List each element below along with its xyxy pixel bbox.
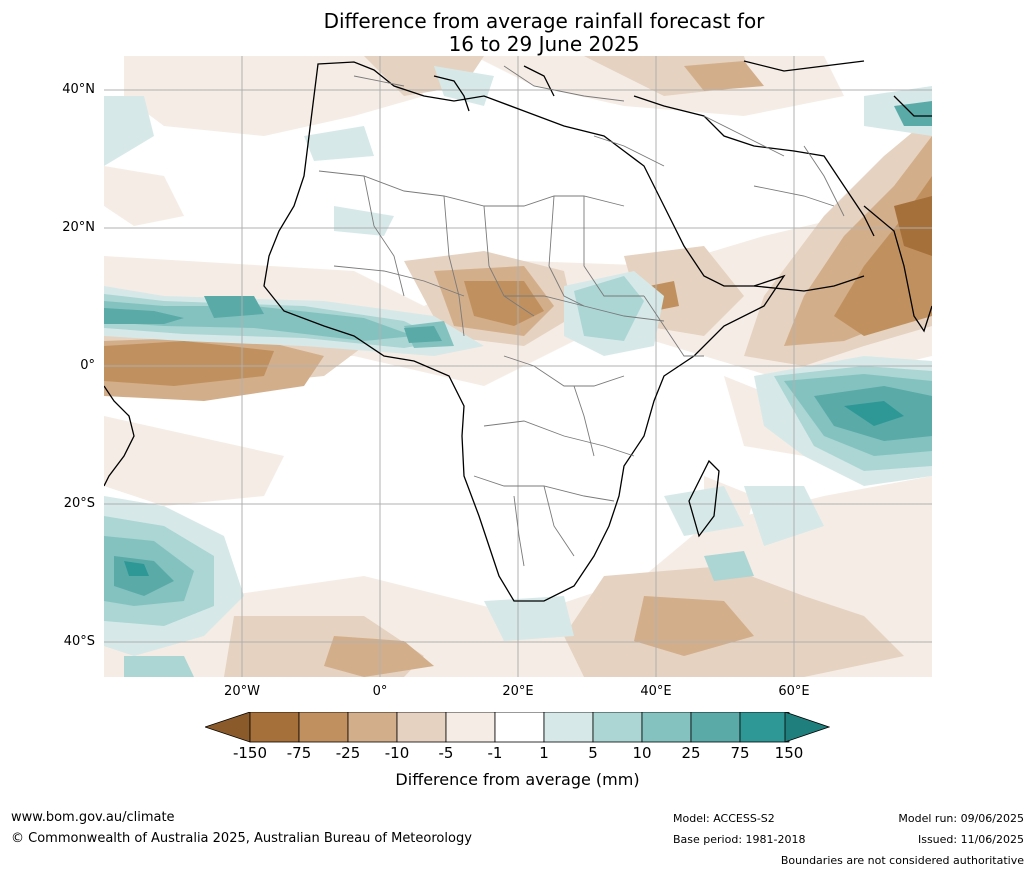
colorbar-tick-label: -25 — [335, 744, 361, 762]
lat-label-40n: 40°N — [62, 82, 95, 97]
chart-title-line1: Difference from average rainfall forecas… — [323, 9, 765, 33]
dry-anomaly-extreme — [894, 196, 932, 256]
lon-label-40e: 40°E — [640, 684, 672, 699]
lon-label-20w: 20°W — [224, 684, 260, 699]
colorbar-cell — [347, 712, 398, 743]
colorbar-under-arrow — [205, 712, 251, 743]
colorbar-tick-label: -5 — [438, 744, 454, 762]
lat-label-0: 0° — [80, 358, 95, 373]
colorbar-cell — [445, 712, 496, 743]
footer-model: Model: ACCESS-S2 — [673, 812, 775, 825]
colorbar-tick-label: -1 — [487, 744, 503, 762]
colorbar-cell — [249, 712, 300, 743]
colorbar-tick-label: -75 — [286, 744, 312, 762]
colorbar-tick-label: 75 — [730, 744, 750, 762]
rainfall-anomaly-map — [104, 56, 932, 677]
lon-label-0: 0° — [372, 684, 388, 699]
colorbar-cell — [396, 712, 447, 743]
colorbar-cell — [592, 712, 643, 743]
colorbar — [205, 712, 830, 743]
colorbar-tick-label: -10 — [384, 744, 410, 762]
colorbar-cell — [739, 712, 790, 743]
colorbar-cell — [494, 712, 545, 743]
colorbar-title: Difference from average (mm) — [395, 770, 640, 789]
footer-copyright: © Commonwealth of Australia 2025, Austra… — [11, 831, 472, 846]
country-borders — [318, 65, 845, 567]
wet-anomaly-extreme — [124, 401, 904, 576]
lon-label-60e: 60°E — [778, 684, 810, 699]
colorbar-tick-label: 150 — [774, 744, 804, 762]
colorbar-over-arrow — [784, 712, 830, 743]
colorbar-cell — [690, 712, 741, 743]
colorbar-tick-label: 1 — [539, 744, 549, 762]
footer-model-run: Model run: 09/06/2025 — [898, 812, 1024, 825]
lat-label-20s: 20°S — [63, 496, 95, 511]
colorbar-cell — [543, 712, 594, 743]
colorbar-tick-label: 10 — [632, 744, 652, 762]
coastline — [104, 60, 932, 602]
lon-label-20e: 20°E — [502, 684, 534, 699]
graticule — [104, 56, 932, 677]
lat-label-40s: 40°S — [63, 634, 95, 649]
footer-disclaimer: Boundaries are not considered authoritat… — [780, 854, 1024, 867]
colorbar-cell — [298, 712, 349, 743]
footer-website: www.bom.gov.au/climate — [11, 810, 175, 825]
colorbar-tick-label: 5 — [588, 744, 598, 762]
colorbar-tick-label: 25 — [681, 744, 701, 762]
lat-label-20n: 20°N — [62, 220, 95, 235]
chart-title-line2: 16 to 29 June 2025 — [448, 32, 640, 56]
colorbar-cell — [641, 712, 692, 743]
footer-base-period: Base period: 1981-2018 — [673, 833, 806, 846]
footer-issued: Issued: 11/06/2025 — [917, 833, 1024, 846]
colorbar-tick-label: -150 — [232, 744, 268, 762]
